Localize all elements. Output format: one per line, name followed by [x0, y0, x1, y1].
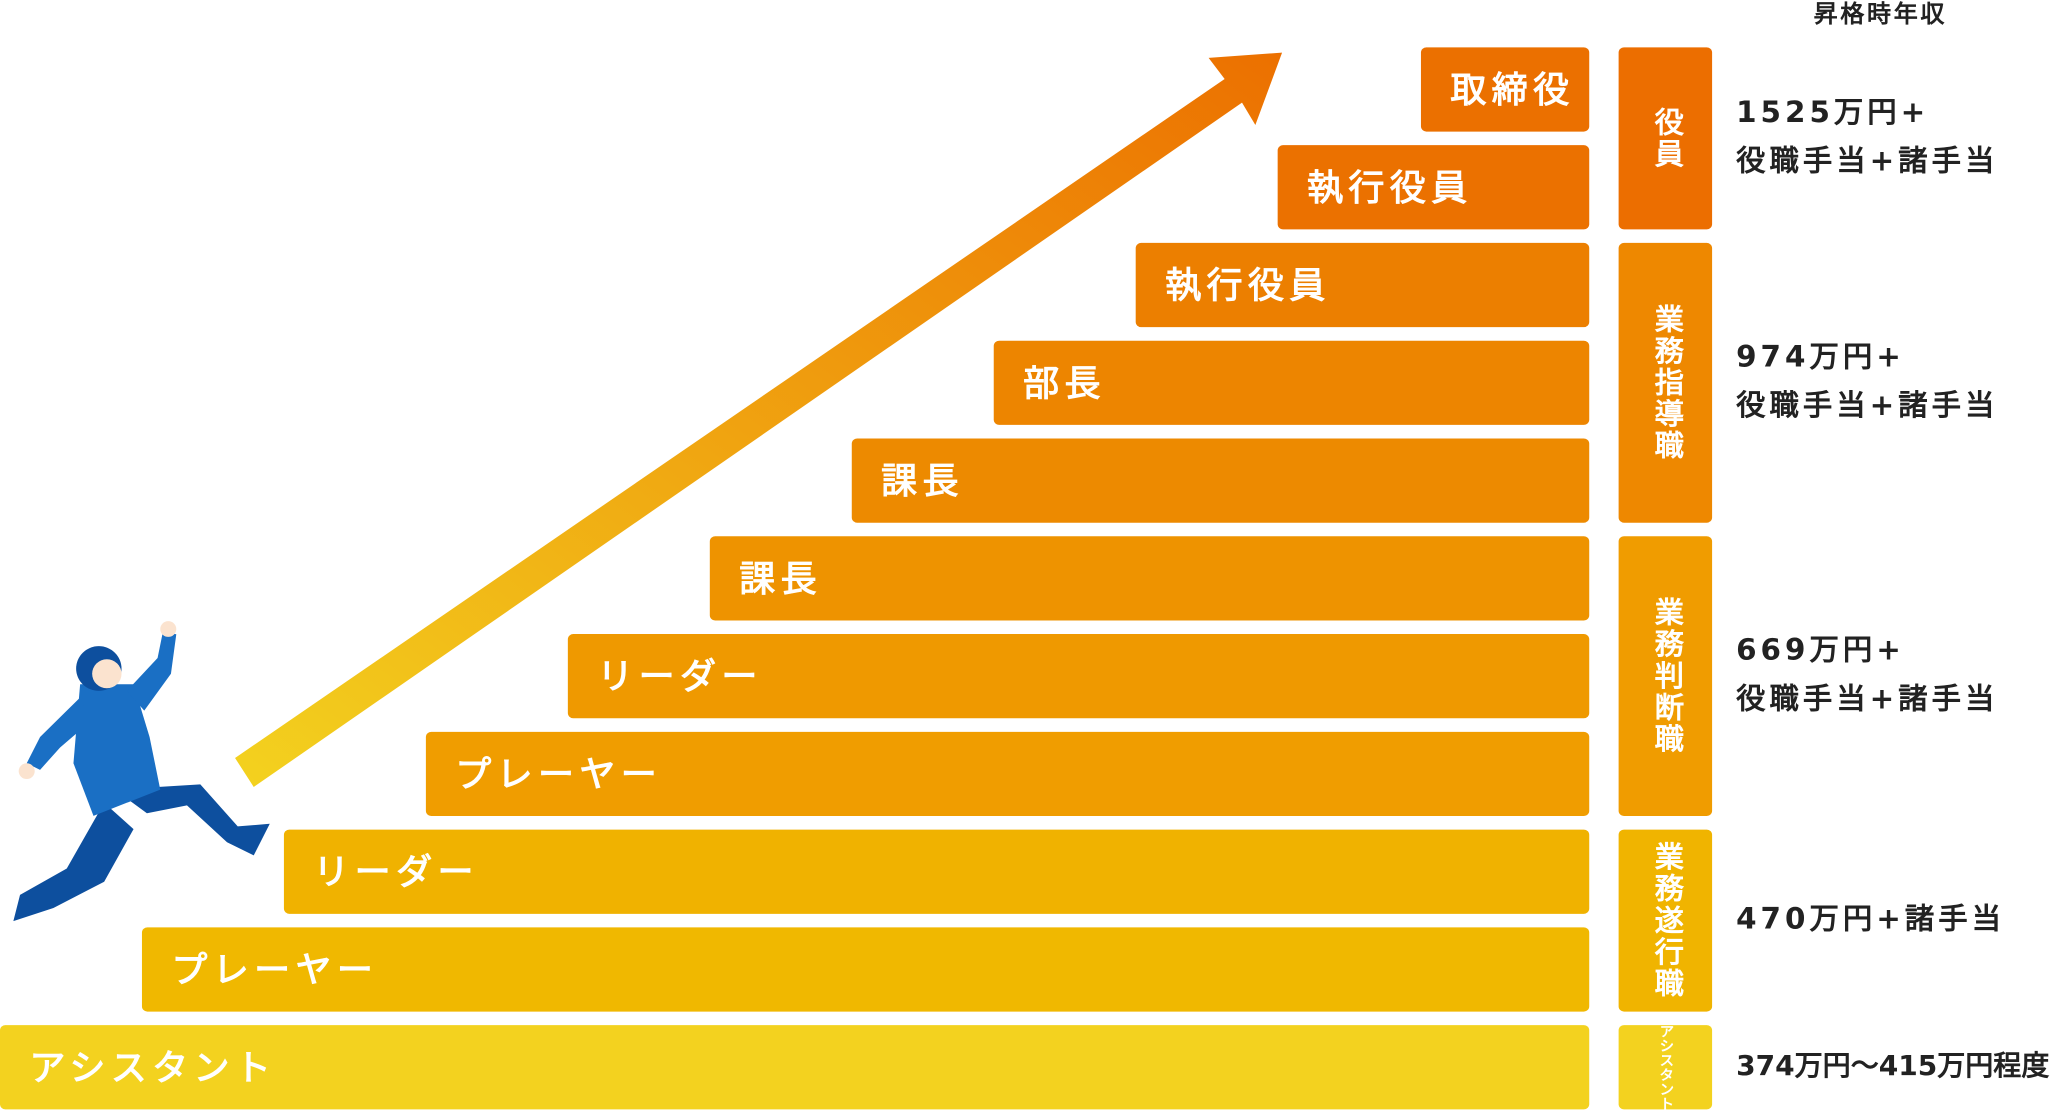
step-label: プレーヤー	[455, 755, 662, 796]
step-label: 課長	[739, 559, 822, 600]
step-label: プレーヤー	[171, 950, 378, 991]
salary-text: 669万円+	[1736, 633, 1905, 667]
step-bar	[1277, 145, 1590, 230]
runner-figure	[13, 621, 270, 922]
step-label: 執行役員	[1165, 266, 1331, 307]
step-bar	[851, 438, 1590, 523]
salary-text: 役職手当+諸手当	[1735, 682, 1998, 716]
step-bar	[141, 927, 1590, 1012]
group-box	[1618, 829, 1713, 1012]
salary-text: 1525万円+	[1736, 95, 1929, 129]
salary-text: 役職手当+諸手当	[1735, 388, 1998, 422]
step-bar	[425, 731, 1590, 817]
group-box	[1618, 242, 1713, 523]
salary-text: 374万円〜415万円程度	[1736, 1049, 2049, 1082]
step-bar	[1135, 242, 1590, 328]
step-bar	[993, 340, 1590, 425]
step-label: リーダー	[597, 657, 763, 698]
group-label: 役員	[1650, 106, 1685, 169]
group-label: アシスタント	[1657, 1024, 1674, 1111]
step-label: アシスタント	[29, 1048, 276, 1089]
step-bar	[0, 1025, 1590, 1110]
step-bar	[709, 536, 1590, 621]
step-label: 執行役員	[1307, 168, 1473, 209]
salary-text: 役職手当+諸手当	[1735, 144, 1998, 178]
salary-text: 974万円+	[1736, 340, 1905, 374]
step-label: 課長	[881, 461, 964, 502]
header-title: 昇格時年収	[1814, 0, 1948, 28]
growth-arrow	[235, 52, 1283, 787]
group-box	[1618, 536, 1713, 817]
step-bar	[1420, 47, 1590, 132]
step-label: リーダー	[313, 852, 479, 893]
salary-text: 470万円+諸手当	[1736, 902, 2005, 936]
step-label: 取締役	[1450, 70, 1574, 111]
step-bar	[567, 634, 1590, 719]
group-label: 業務指導職	[1650, 304, 1684, 462]
step-label: 部長	[1023, 364, 1106, 405]
group-label: 業務判断職	[1650, 597, 1684, 755]
group-box	[1618, 47, 1713, 230]
group-box	[1618, 1025, 1713, 1110]
group-label: 業務遂行職	[1650, 841, 1685, 999]
step-bar	[283, 829, 1590, 914]
